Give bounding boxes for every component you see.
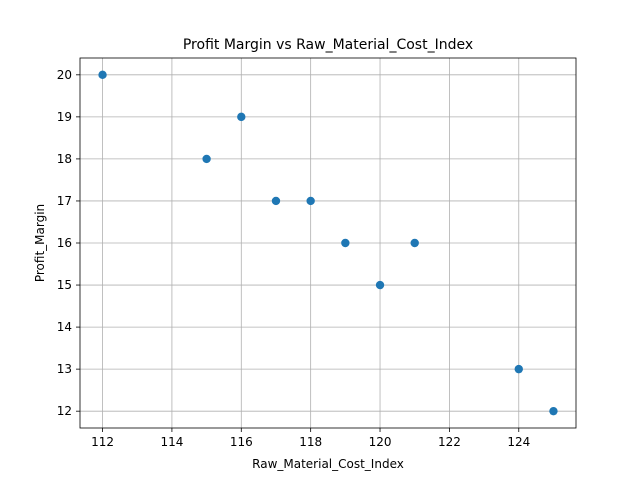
- x-tick-label: 116: [230, 435, 253, 449]
- chart-title: Profit Margin vs Raw_Material_Cost_Index: [183, 37, 473, 53]
- plot-frame: [79, 57, 577, 429]
- scatter-point: [514, 364, 523, 374]
- x-axis-label: Raw_Material_Cost_Index: [252, 457, 404, 471]
- scatter-point: [549, 406, 558, 416]
- y-tick-label: 15: [57, 278, 72, 292]
- y-tick-label: 12: [57, 404, 72, 418]
- x-tick-label: 124: [507, 435, 530, 449]
- y-tick-label: 18: [57, 152, 72, 166]
- y-tick-label: 13: [57, 362, 72, 376]
- scatter-point: [375, 280, 385, 290]
- x-tick-label: 118: [299, 435, 322, 449]
- x-tick-label: 112: [91, 435, 114, 449]
- x-tick-label: 114: [160, 435, 183, 449]
- grid-layer: [80, 58, 576, 428]
- scatter-point: [271, 196, 281, 206]
- scatter-point: [98, 70, 107, 80]
- data-points-layer: [98, 70, 558, 416]
- y-tick-label: 14: [57, 320, 72, 334]
- tick-layer: 112 114 116 118 120 122 124 12 13 14 15 16 17 18 19 20: [57, 68, 531, 449]
- x-tick-label: 122: [438, 435, 461, 449]
- y-tick-label: 17: [57, 194, 72, 208]
- y-axis-label: Profit_Margin: [33, 204, 47, 282]
- scatter-point: [202, 154, 211, 164]
- scatter-point: [237, 112, 246, 122]
- scatter-point: [341, 238, 350, 248]
- y-tick-label: 16: [57, 236, 72, 250]
- y-tick-label: 19: [57, 110, 72, 124]
- y-tick-label: 20: [57, 68, 72, 82]
- x-tick-label: 120: [369, 435, 392, 449]
- scatter-point: [410, 238, 419, 248]
- scatter-point: [306, 196, 315, 206]
